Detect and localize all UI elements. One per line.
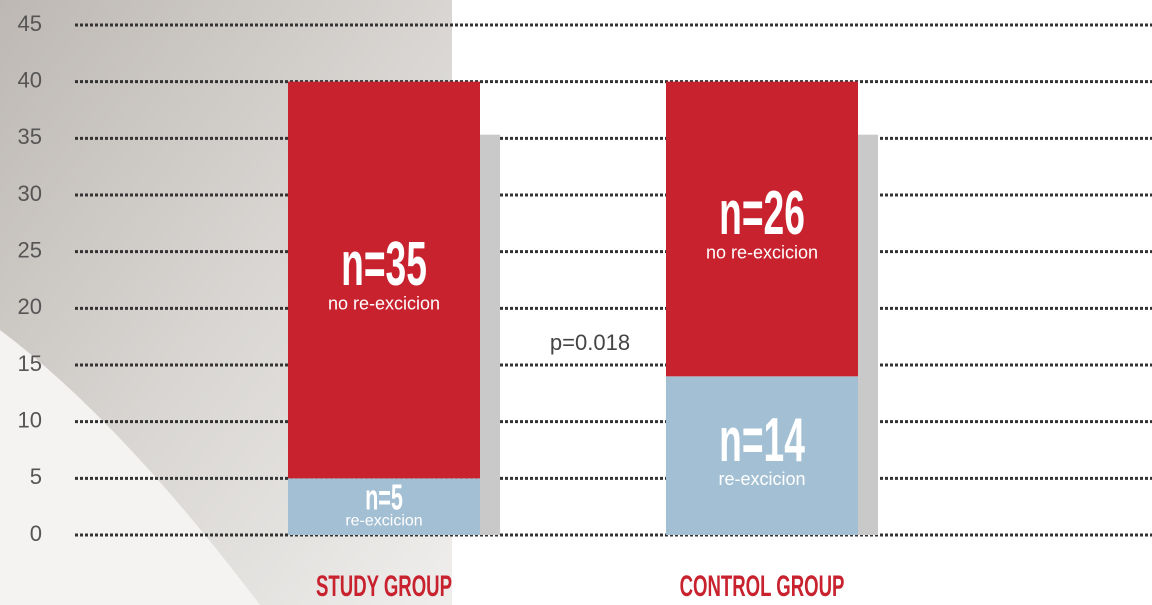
x-tick-label: STUDY GROUP [316, 569, 452, 603]
value-label: n=35 [341, 229, 427, 298]
annotation: p=0.018 [550, 330, 630, 355]
value-label-group: n=14 [719, 405, 805, 474]
y-tick-label: 25 [18, 237, 42, 262]
value-label-group: n=35 [341, 229, 427, 298]
y-tick-label: 35 [18, 124, 42, 149]
x-tick-label-group: STUDY GROUP [316, 569, 452, 603]
segment-series-label: no re-excicion [328, 294, 440, 314]
chart: 051015202530354045p=0.018n=5re-excicionn… [0, 0, 1152, 605]
value-label: n=14 [719, 405, 805, 474]
y-tick-label: 15 [18, 351, 42, 376]
x-tick-label: CONTROL GROUP [680, 569, 845, 603]
y-tick-label: 40 [18, 67, 42, 92]
value-label: n=26 [719, 178, 805, 247]
y-tick-label: 30 [18, 181, 42, 206]
segment-series-label: re-excicion [718, 469, 805, 489]
y-tick-label: 20 [18, 294, 42, 319]
value-label-group: n=26 [719, 178, 805, 247]
y-tick-label: 5 [30, 464, 42, 489]
bar-shadow [480, 135, 500, 535]
y-tick-label: 0 [30, 521, 42, 546]
segment-series-label: re-excicion [345, 512, 422, 529]
bar-shadow [858, 135, 878, 535]
y-tick-label: 45 [18, 11, 42, 36]
segment-series-label: no re-excicion [706, 243, 818, 263]
x-tick-label-group: CONTROL GROUP [680, 569, 845, 603]
y-tick-label: 10 [18, 407, 42, 432]
